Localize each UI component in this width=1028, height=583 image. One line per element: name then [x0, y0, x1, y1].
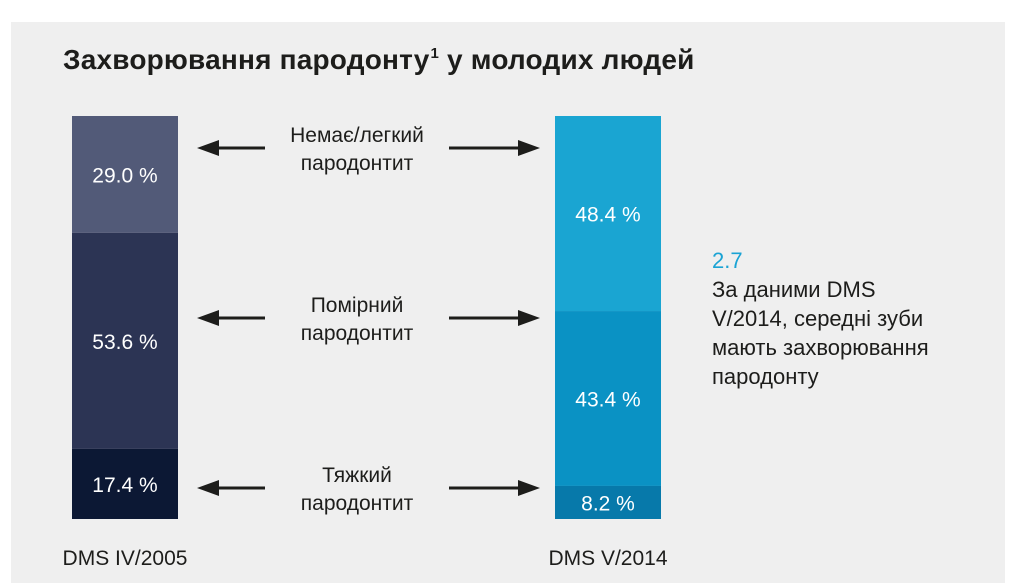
data-label: 29.0 % — [92, 164, 157, 187]
side-note-line: мають захворювання — [712, 335, 929, 360]
legend-label: пародонтит — [301, 322, 414, 345]
legend-label: Тяжкий — [322, 464, 392, 487]
legend-arrow — [197, 480, 540, 496]
legend-label: Помірний — [311, 294, 404, 317]
bar-segment — [72, 116, 178, 233]
chart-title-text: Захворювання пародонту — [63, 44, 430, 75]
bar-segment — [72, 232, 178, 449]
legend-arrow — [197, 310, 540, 326]
category-label: DMS IV/2005 — [63, 547, 188, 570]
data-label: 53.6 % — [92, 331, 157, 354]
category-label: DMS V/2014 — [548, 547, 667, 570]
bar-segment — [72, 448, 178, 519]
data-label: 17.4 % — [92, 474, 157, 497]
chart-title: Захворювання пародонту1 у молодих людей — [63, 44, 695, 76]
legend-label: пародонтит — [301, 492, 414, 515]
legend-arrow — [197, 140, 540, 156]
side-note-line: V/2014, середні зуби — [712, 306, 924, 331]
side-note-line: За даними DMS — [712, 277, 876, 302]
data-label: 8.2 % — [581, 492, 635, 515]
bar-segment — [555, 311, 661, 486]
legend-label: Немає/легкий — [290, 124, 424, 147]
chart-title-suffix: у молодих людей — [439, 44, 695, 75]
side-note-line: пародонту — [712, 364, 819, 389]
bar-segment — [555, 485, 661, 519]
bar-segment — [555, 116, 661, 312]
data-label: 48.4 % — [575, 204, 640, 227]
title-footnote: 1 — [430, 45, 440, 62]
side-note-value: 2.7 — [712, 248, 743, 273]
data-label: 43.4 % — [575, 389, 640, 412]
side-note: 2.7 За даними DMS V/2014, середні зуби м… — [712, 246, 1002, 391]
legend-label: пародонтит — [301, 152, 414, 175]
